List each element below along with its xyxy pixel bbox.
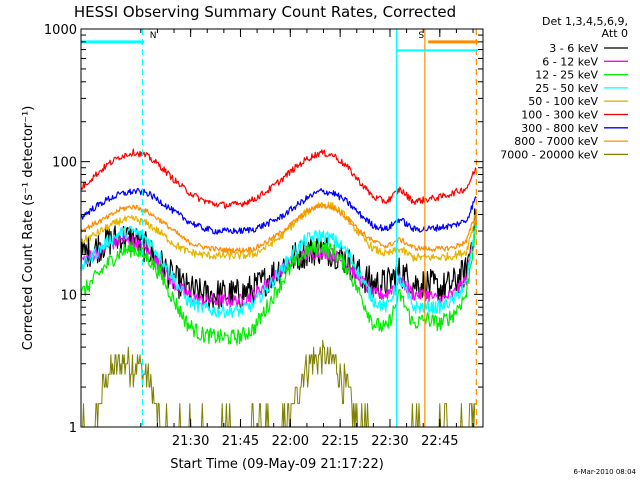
flag-label-0: N	[150, 31, 157, 41]
series-line-5	[80, 148, 477, 209]
axis-layer: 21:30 21:45 22:00 22:15 22:30 22:45 1 10 100 1000	[44, 23, 483, 449]
series-line-0	[80, 208, 477, 310]
legend-header-0: Det 1,3,4,5,6,9,	[542, 15, 628, 28]
series-line-8	[81, 339, 477, 428]
series-line-6	[80, 187, 477, 235]
legend-label-1: 6 - 12 keV	[542, 55, 598, 68]
x-axis-label: Start Time (09-May-09 21:17:22)	[170, 457, 384, 472]
legend-label-5: 100 - 300 keV	[521, 109, 598, 122]
series-line-3	[80, 224, 477, 319]
flag-label-1: S	[418, 31, 424, 41]
x-tick-label: 21:30	[172, 434, 209, 449]
y-tick-label: 1	[69, 421, 77, 436]
y-tick-label: 100	[52, 156, 77, 171]
x-tick-label: 22:00	[272, 434, 309, 449]
series-line-4	[80, 201, 477, 262]
legend-label-0: 3 - 6 keV	[549, 42, 598, 55]
legend-label-8: 7000 - 20000 keV	[500, 148, 598, 161]
plot-frame	[80, 28, 484, 428]
x-tick-label: 21:45	[222, 434, 259, 449]
y-axis-label: Corrected Count Rate (s⁻¹ detector⁻¹)	[21, 106, 36, 351]
legend-label-4: 50 - 100 keV	[528, 95, 598, 108]
legend-header-1: Att 0	[602, 27, 628, 40]
series-line-7	[80, 203, 477, 254]
y-tick-label: 10	[60, 288, 77, 303]
chart-title: HESSI Observing Summary Count Rates, Cor…	[74, 3, 456, 21]
legend-label-2: 12 - 25 keV	[535, 69, 598, 82]
series-line-2	[80, 221, 477, 346]
series-layer	[80, 148, 477, 428]
timestamp: 6-Mar-2010 08:04	[574, 468, 637, 476]
y-tick-label: 1000	[44, 23, 77, 38]
legend-label-6: 300 - 800 keV	[521, 122, 598, 135]
x-tick-label: 22:15	[321, 434, 358, 449]
legend-label-7: 800 - 7000 keV	[514, 135, 598, 148]
x-tick-label: 22:45	[421, 434, 458, 449]
legend-label-3: 25 - 50 keV	[535, 82, 598, 95]
x-tick-label: 22:30	[371, 434, 408, 449]
